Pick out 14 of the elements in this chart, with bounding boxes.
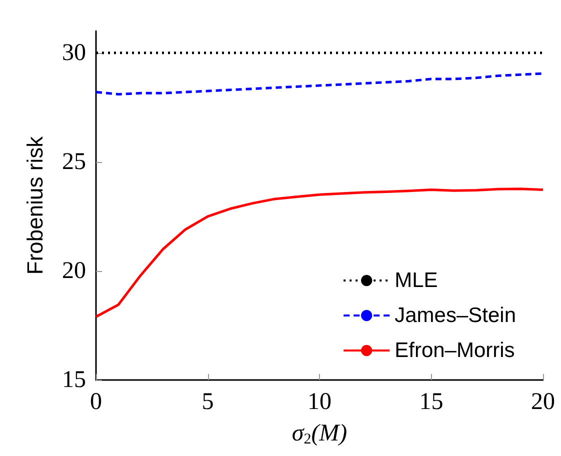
line-series	[94, 72, 544, 96]
x-tick-label: 10	[308, 389, 332, 415]
y-tick-label: 15	[62, 367, 86, 393]
legend-label: James–Stein	[394, 304, 516, 327]
x-tick-label: 20	[531, 389, 555, 415]
legend-label: MLE	[394, 269, 438, 292]
legend-label: Efron–Morris	[394, 339, 515, 362]
x-tick-label: 15	[419, 389, 444, 415]
y-tick-label: 20	[62, 258, 86, 284]
y-tick-label: 30	[62, 40, 86, 66]
y-axis-title: Frobenius risk	[22, 135, 48, 275]
x-tick-label: 0	[90, 389, 102, 415]
y-tick-label: 25	[62, 148, 86, 175]
x-tick-label: 5	[202, 389, 214, 415]
